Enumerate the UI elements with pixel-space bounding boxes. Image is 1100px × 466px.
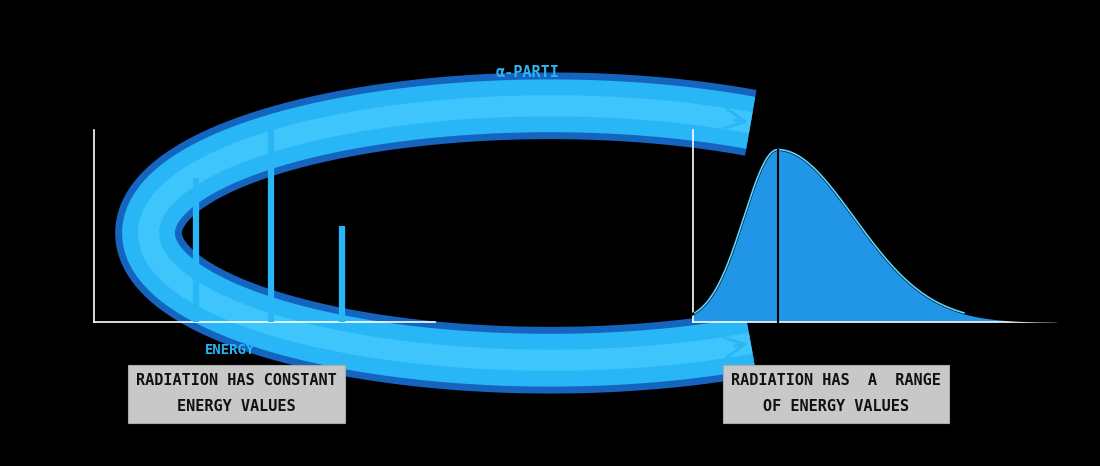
- Polygon shape: [693, 150, 1056, 322]
- Text: ENERGY: ENERGY: [205, 343, 255, 356]
- Text: RADIATION HAS CONSTANT
ENERGY VALUES: RADIATION HAS CONSTANT ENERGY VALUES: [136, 373, 337, 414]
- Text: α-PARTI: α-PARTI: [496, 65, 560, 80]
- Polygon shape: [693, 150, 1056, 322]
- Text: NUMBER OF: NUMBER OF: [487, 33, 569, 48]
- Text: RADIATION HAS  A  RANGE
OF ENERGY VALUES: RADIATION HAS A RANGE OF ENERGY VALUES: [732, 373, 940, 414]
- Polygon shape: [693, 150, 1056, 322]
